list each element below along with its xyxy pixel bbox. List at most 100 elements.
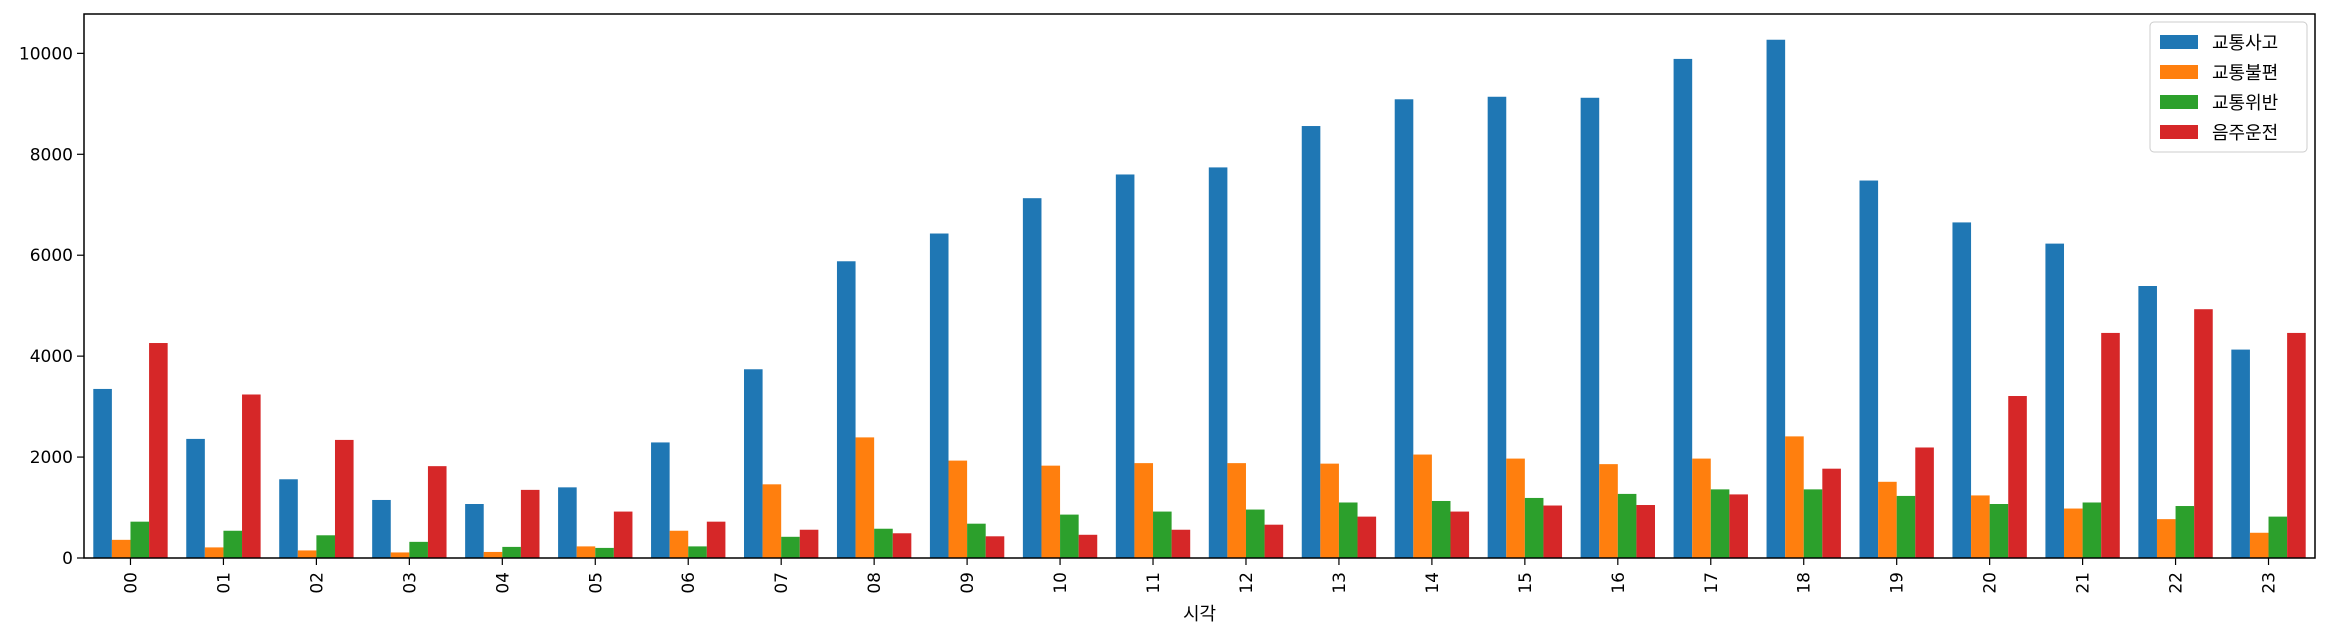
bar-음주운전-11 bbox=[1171, 529, 1191, 558]
y-tick-label: 0 bbox=[62, 549, 73, 569]
bar-교통위반-04 bbox=[502, 546, 521, 558]
bar-교통사고-14 bbox=[1394, 99, 1414, 558]
bar-음주운전-13 bbox=[1357, 516, 1377, 558]
bar-음주운전-09 bbox=[985, 536, 1005, 558]
bar-교통위반-21 bbox=[2082, 502, 2102, 558]
bar-교통위반-19 bbox=[1896, 495, 1916, 558]
bar-교통불편-04 bbox=[483, 551, 503, 558]
bar-교통사고-00 bbox=[93, 388, 112, 558]
bar-교통사고-20 bbox=[1952, 222, 1972, 558]
bar-음주운전-01 bbox=[242, 394, 261, 558]
bar-음주운전-14 bbox=[1450, 511, 1470, 558]
y-axis: 0 2000 4000 6000 8000 10000 bbox=[19, 44, 84, 569]
bars-layer bbox=[93, 39, 2306, 559]
bar-음주운전-16 bbox=[1636, 505, 1655, 558]
x-tick-label: 11 bbox=[1144, 572, 1164, 594]
bar-교통불편-11 bbox=[1134, 463, 1154, 558]
bar-교통사고-02 bbox=[279, 479, 298, 558]
bar-교통사고-16 bbox=[1580, 97, 1600, 558]
x-tick-label: 04 bbox=[493, 572, 513, 594]
legend-label-음주운전: 음주운전 bbox=[2212, 123, 2278, 144]
x-tick-label: 18 bbox=[1795, 572, 1815, 594]
bar-교통불편-09 bbox=[948, 460, 968, 558]
bar-교통위반-15 bbox=[1524, 497, 1544, 558]
bar-교통사고-12 bbox=[1208, 167, 1228, 558]
bar-교통사고-15 bbox=[1487, 96, 1507, 558]
bar-음주운전-17 bbox=[1729, 494, 1748, 558]
legend-swatch-음주운전 bbox=[2160, 125, 2198, 139]
x-tick-label: 09 bbox=[958, 572, 978, 594]
bar-교통불편-21 bbox=[2064, 508, 2083, 558]
bar-교통사고-04 bbox=[465, 504, 484, 558]
x-tick-label: 23 bbox=[2260, 572, 2280, 594]
bar-교통위반-10 bbox=[1060, 514, 1079, 558]
bar-교통사고-21 bbox=[2045, 243, 2065, 558]
x-tick-label: 01 bbox=[214, 572, 234, 594]
bar-교통사고-23 bbox=[2231, 349, 2250, 558]
bar-교통위반-05 bbox=[595, 547, 614, 558]
bar-교통불편-08 bbox=[855, 437, 875, 558]
bar-교통위반-07 bbox=[781, 536, 800, 558]
bar-음주운전-08 bbox=[892, 533, 912, 558]
bar-교통위반-22 bbox=[2175, 506, 2195, 558]
legend-swatch-교통위반 bbox=[2160, 95, 2198, 109]
x-tick-label: 19 bbox=[1888, 572, 1908, 594]
bar-교통사고-03 bbox=[372, 499, 391, 558]
bar-교통위반-09 bbox=[967, 523, 986, 558]
bar-교통불편-13 bbox=[1320, 463, 1339, 558]
bar-음주운전-10 bbox=[1078, 534, 1098, 558]
bar-교통위반-12 bbox=[1245, 509, 1265, 558]
legend-label-교통위반: 교통위반 bbox=[2212, 93, 2278, 114]
bar-교통위반-08 bbox=[874, 528, 893, 558]
bar-음주운전-20 bbox=[2008, 396, 2027, 558]
bar-교통위반-23 bbox=[2268, 516, 2288, 558]
bar-교통불편-01 bbox=[204, 547, 224, 558]
legend-label-교통사고: 교통사고 bbox=[2212, 33, 2278, 54]
y-tick-label: 2000 bbox=[30, 448, 73, 468]
bar-교통사고-17 bbox=[1673, 58, 1693, 558]
bar-교통사고-10 bbox=[1022, 198, 1042, 559]
bar-교통불편-18 bbox=[1785, 436, 1804, 558]
bar-교통위반-01 bbox=[223, 530, 243, 558]
bar-교통불편-15 bbox=[1506, 458, 1525, 558]
bar-교통위반-00 bbox=[130, 521, 150, 558]
x-tick-label: 15 bbox=[1516, 572, 1536, 594]
bar-교통사고-11 bbox=[1115, 174, 1135, 558]
bar-교통불편-05 bbox=[576, 546, 596, 558]
bar-교통불편-03 bbox=[390, 552, 410, 558]
bar-교통사고-08 bbox=[836, 261, 856, 558]
bar-교통불편-00 bbox=[111, 539, 131, 558]
bar-교통불편-06 bbox=[669, 530, 689, 558]
x-tick-label: 16 bbox=[1609, 572, 1629, 594]
bar-음주운전-03 bbox=[427, 466, 447, 558]
bar-음주운전-19 bbox=[1915, 447, 1934, 558]
x-tick-label: 10 bbox=[1051, 572, 1071, 594]
bar-교통사고-18 bbox=[1766, 39, 1786, 558]
bar-교통위반-14 bbox=[1431, 500, 1451, 558]
bar-음주운전-21 bbox=[2101, 332, 2120, 558]
bar-교통위반-18 bbox=[1803, 489, 1823, 558]
bar-교통사고-01 bbox=[186, 438, 205, 558]
legend-label-교통불편: 교통불편 bbox=[2212, 63, 2278, 84]
bar-교통불편-19 bbox=[1878, 481, 1897, 558]
x-tick-label: 02 bbox=[307, 572, 327, 594]
bar-교통사고-06 bbox=[651, 442, 670, 558]
x-tick-label: 13 bbox=[1330, 572, 1350, 594]
x-tick-label: 17 bbox=[1702, 572, 1722, 594]
y-tick-label: 10000 bbox=[19, 44, 73, 64]
legend-swatch-교통사고 bbox=[2160, 35, 2198, 49]
bar-음주운전-05 bbox=[613, 511, 633, 558]
bar-교통불편-20 bbox=[1971, 495, 1990, 558]
bar-교통사고-07 bbox=[744, 369, 763, 558]
bar-음주운전-23 bbox=[2287, 332, 2306, 558]
bar-교통불편-14 bbox=[1413, 454, 1432, 558]
bar-교통불편-16 bbox=[1599, 464, 1618, 558]
y-tick-label: 4000 bbox=[30, 347, 73, 367]
x-tick-label: 14 bbox=[1423, 572, 1443, 594]
bar-교통불편-02 bbox=[297, 550, 317, 558]
bar-교통불편-23 bbox=[2249, 532, 2269, 558]
x-tick-label: 00 bbox=[121, 572, 141, 594]
bar-교통불편-07 bbox=[762, 484, 782, 558]
bar-교통위반-06 bbox=[688, 546, 707, 558]
